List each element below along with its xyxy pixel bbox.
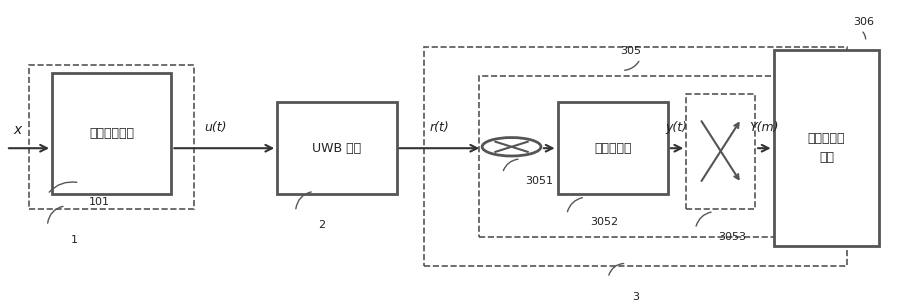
Text: y(t): y(t) <box>665 121 687 134</box>
FancyBboxPatch shape <box>558 102 668 194</box>
Text: UWB 信道: UWB 信道 <box>313 142 361 155</box>
Text: u(t): u(t) <box>204 121 227 134</box>
FancyBboxPatch shape <box>774 50 880 246</box>
Text: x: x <box>14 123 22 137</box>
Text: 低通滤波器: 低通滤波器 <box>594 142 632 155</box>
FancyBboxPatch shape <box>278 102 396 194</box>
Text: 数字信号处
理器: 数字信号处 理器 <box>808 132 845 164</box>
Text: Y(m): Y(m) <box>750 121 779 134</box>
Text: 306: 306 <box>854 17 875 27</box>
Text: 305: 305 <box>621 46 642 56</box>
Text: 1: 1 <box>70 235 77 245</box>
Text: 3: 3 <box>632 292 639 302</box>
Text: r(t): r(t) <box>430 121 449 134</box>
Text: 2: 2 <box>318 220 325 230</box>
FancyBboxPatch shape <box>52 73 171 194</box>
Text: 脉冲产生模块: 脉冲产生模块 <box>89 127 135 140</box>
Text: 3053: 3053 <box>718 232 747 242</box>
Text: 101: 101 <box>89 197 110 207</box>
Text: 3052: 3052 <box>590 217 618 227</box>
Text: 3051: 3051 <box>526 176 553 186</box>
